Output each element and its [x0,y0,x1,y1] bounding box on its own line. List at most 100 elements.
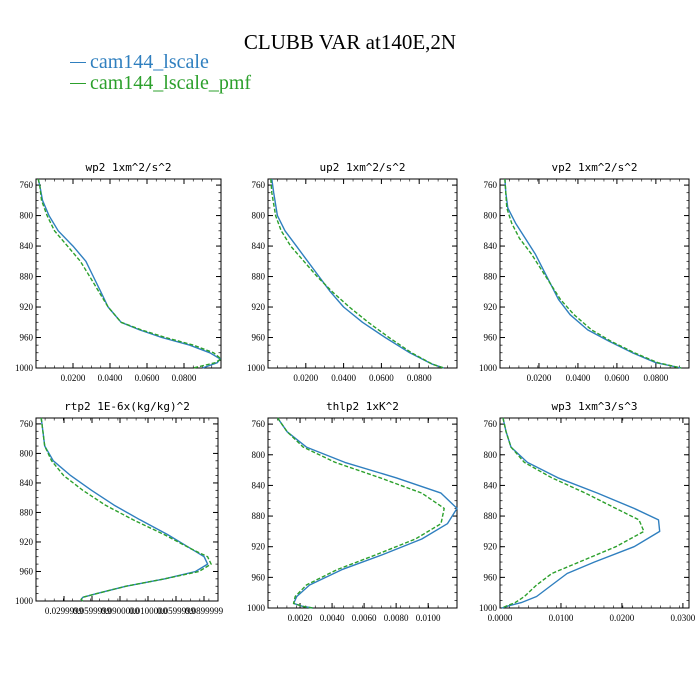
panel-6-ytick-label: 840 [484,480,498,490]
legend-swatch-cam144-lscale [70,62,86,63]
panel-2-xtick-label: 0.0600 [369,373,394,383]
panel-6-xtick-label: 0.0200 [610,613,635,623]
panel-3-ytick-label: 920 [484,302,498,312]
panel-6-title: wp3 1xm^3/s^3 [551,400,637,413]
panel-2-series-cam144-lscale-pmf [270,178,445,369]
panel-4-series-cam144-lscale-pmf [40,417,212,602]
panel-6-ytick-label: 760 [484,419,498,429]
panel-3-xtick-label: 0.0200 [527,373,552,383]
panel-4-ytick-label: 920 [20,537,34,547]
panel-6-series-cam144-lscale [501,417,661,609]
panel-1-frame [35,178,222,369]
panel-1-xtick-label: 0.0400 [98,373,123,383]
panel-2-title: up2 1xm^2/s^2 [319,161,405,174]
chart-title: CLUBB VAR at140E,2N [243,30,457,54]
panel-5-ytick-label: 920 [252,542,266,552]
panel-5-xtick-label: 0.0100 [416,613,441,623]
panel-2-ytick-label: 1000 [247,363,266,373]
panel-1-xtick-label: 0.0200 [61,373,86,383]
panel-3-series-cam144-lscale [504,178,682,369]
panel-1-ytick-label: 1000 [15,363,34,373]
panel-4-xtick-label: 0.0599999 [73,606,112,616]
panel-4-xtick-label: 0.0100000 [129,606,168,616]
panel-1-series-cam144-lscale-pmf [37,178,222,369]
panel-3-xtick-label: 0.0800 [644,373,669,383]
panel-5-xtick-label: 0.0040 [320,613,345,623]
panel-5-series-cam144-lscale-pmf [277,417,445,609]
panel-4-ytick-label: 840 [20,478,34,488]
panel-6-ytick-label: 880 [484,511,498,521]
panel-1-series-cam144-lscale [37,178,221,369]
panel-4-title: rtp2 1E-6x(kg/kg)^2 [64,400,190,413]
panel-5-ytick-label: 760 [252,419,266,429]
panel-3-title: vp2 1xm^2/s^2 [551,161,637,174]
legend-item-cam144-lscale: cam144_lscale [70,51,251,73]
legend-item-cam144-lscale-pmf: cam144_lscale_pmf [70,72,252,94]
panel-4-xtick-label: 0.0599999 [157,606,196,616]
legend-swatch-cam144-lscale-pmf [70,83,86,84]
legend-label-cam144-lscale-pmf: cam144_lscale_pmf [90,72,252,94]
panel-1-title: wp2 1xm^2/s^2 [85,161,171,174]
panel-1-ytick-label: 760 [20,180,34,190]
panel-2-ytick-label: 960 [252,333,266,343]
panel-5-ytick-label: 880 [252,511,266,521]
panel-6-ytick-label: 1000 [479,603,498,613]
panel-3-ytick-label: 880 [484,272,498,282]
panel-1-ytick-label: 960 [20,333,34,343]
panel-3-ytick-label: 840 [484,241,498,251]
panel-1-ytick-label: 840 [20,241,34,251]
panel-6-ytick-label: 960 [484,572,498,582]
panel-5-xtick-label: 0.0020 [288,613,313,623]
legend-label-cam144-lscale: cam144_lscale [90,51,209,73]
panel-4-ytick-label: 1000 [15,596,34,606]
panel-1-xtick-label: 0.0800 [172,373,197,383]
panel-2-frame [267,178,458,369]
panel-5-xtick-label: 0.0060 [352,613,377,623]
panel-5-ytick-label: 1000 [247,603,266,613]
panel-2-ytick-label: 920 [252,302,266,312]
panel-4-xtick-label: 0.0900000 [101,606,140,616]
panel-2-xtick-label: 0.0400 [331,373,356,383]
panel-4-ytick-label: 800 [20,448,34,458]
panel-1-ytick-label: 800 [20,211,34,221]
panel-3-ytick-label: 760 [484,180,498,190]
panel-3-ytick-label: 1000 [479,363,498,373]
panel-4-xtick-label: 0.0299999 [45,606,84,616]
panel-4-ytick-label: 960 [20,566,34,576]
panel-1-xtick-label: 0.0600 [135,373,160,383]
panel-1-ytick-label: 920 [20,302,34,312]
panel-6-frame [499,417,690,609]
panel-4-xtick-label: 0.0899999 [185,606,224,616]
panel-4-series-cam144-lscale [40,417,209,602]
panel-4-ytick-label: 880 [20,507,34,517]
panel-5-ytick-label: 840 [252,480,266,490]
panel-2-ytick-label: 800 [252,211,266,221]
panel-6-ytick-label: 920 [484,542,498,552]
panel-5-frame [267,417,458,609]
panel-2-xtick-label: 0.0800 [407,373,432,383]
panel-2-ytick-label: 840 [252,241,266,251]
panel-6-series-cam144-lscale-pmf [501,417,645,609]
panel-5-series-cam144-lscale [277,417,458,609]
panel-2-ytick-label: 760 [252,180,266,190]
panel-3-xtick-label: 0.0600 [605,373,630,383]
panel-2-ytick-label: 880 [252,272,266,282]
panel-3-series-cam144-lscale-pmf [504,178,682,369]
panel-3-ytick-label: 800 [484,211,498,221]
panel-4-ytick-label: 760 [20,419,34,429]
panel-5-xtick-label: 0.0080 [384,613,409,623]
panel-2-series-cam144-lscale [271,178,445,369]
panel-3-frame [499,178,690,369]
panel-5-ytick-label: 960 [252,572,266,582]
panel-6-xtick-label: 0.0000 [488,613,513,623]
panel-5-title: thlp2 1xK^2 [326,400,399,413]
panel-5-ytick-label: 800 [252,450,266,460]
panel-3-ytick-label: 960 [484,333,498,343]
panel-6-ytick-label: 800 [484,450,498,460]
panel-6-xtick-label: 0.0100 [549,613,574,623]
panel-2-xtick-label: 0.0200 [293,373,318,383]
panel-1-ytick-label: 880 [20,272,34,282]
panel-3-xtick-label: 0.0400 [566,373,591,383]
panel-6-xtick-label: 0.0300 [671,613,696,623]
